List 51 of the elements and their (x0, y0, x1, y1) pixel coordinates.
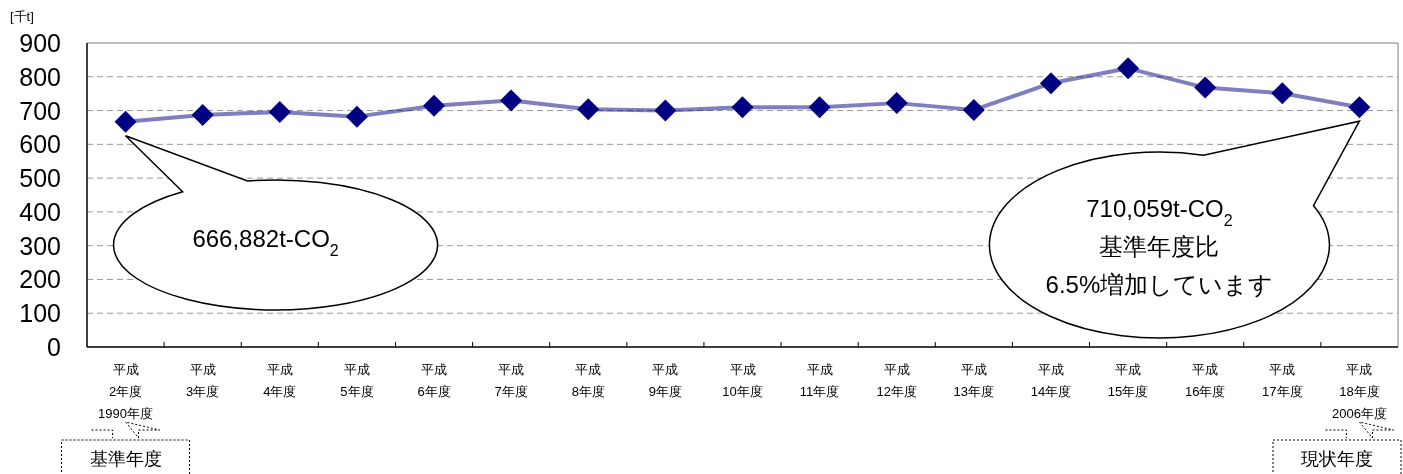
x-tick-label: 平成 14年度 (1030, 362, 1072, 399)
x-tick-label: 平成 2年度 (108, 362, 143, 399)
y-tick-label: 200 (19, 265, 61, 294)
point (268, 100, 291, 123)
x-tick-label: 平成 17年度 (1262, 362, 1303, 399)
x-tick-label: 平成 4年度 (263, 362, 297, 399)
x-tick-label: 平成 8年度 (571, 362, 605, 399)
x-tick-label: 平成 18年度 (1339, 362, 1380, 399)
point (808, 96, 831, 119)
text: 1990年度 (98, 406, 154, 421)
x-tick-label: 平成 10年度 (722, 362, 763, 399)
point (731, 96, 754, 119)
point (1039, 72, 1062, 95)
y-tick-label: 300 (19, 231, 61, 260)
y-tick-label: 700 (19, 96, 61, 125)
y-tick-label: 800 (19, 62, 61, 91)
x-tick-label: 平成 7年度 (494, 362, 528, 399)
point (345, 105, 368, 128)
point (577, 98, 600, 121)
callout-text: 666,882t-CO$_{2}$ (192, 225, 339, 259)
point (423, 94, 446, 117)
x-tick-label: 平成 9年度 (648, 362, 682, 399)
y-tick-label: 0 (47, 333, 61, 361)
point (1271, 82, 1294, 105)
text: 2006年度 (1331, 406, 1387, 421)
y-tick-label: 900 (19, 29, 61, 57)
x-tick-label: 平成 5年度 (340, 362, 374, 399)
point (1194, 76, 1217, 99)
point (500, 89, 523, 112)
x-tick-label: 平成 12年度 (876, 362, 917, 399)
text: 基準年度 (89, 449, 162, 469)
x-tick-label: 平成 6年度 (417, 362, 451, 399)
point (654, 99, 677, 122)
point (1117, 57, 1140, 80)
text: 現状年度 (1301, 449, 1373, 469)
point (191, 103, 214, 126)
y-tick-label: 500 (19, 164, 61, 193)
y-axis-title: [千t] (10, 9, 34, 24)
point (114, 110, 137, 133)
point (885, 92, 908, 115)
x-tick-label: 平成 11年度 (799, 362, 840, 399)
callout-text: 710,059t-CO$_{2}$ 基準年度比 6.5%増加しています (1045, 195, 1274, 298)
point (1348, 96, 1371, 119)
y-tick-label: 400 (19, 197, 61, 226)
x-tick-label: 平成 15年度 (1107, 362, 1149, 399)
y-tick-label: 100 (19, 299, 61, 328)
x-tick-label: 平成 3年度 (186, 362, 220, 399)
x-tick-label: 平成 13年度 (953, 362, 995, 399)
x-tick-label: 平成 16年度 (1184, 362, 1226, 399)
point (962, 98, 985, 121)
y-tick-label: 600 (19, 130, 61, 159)
